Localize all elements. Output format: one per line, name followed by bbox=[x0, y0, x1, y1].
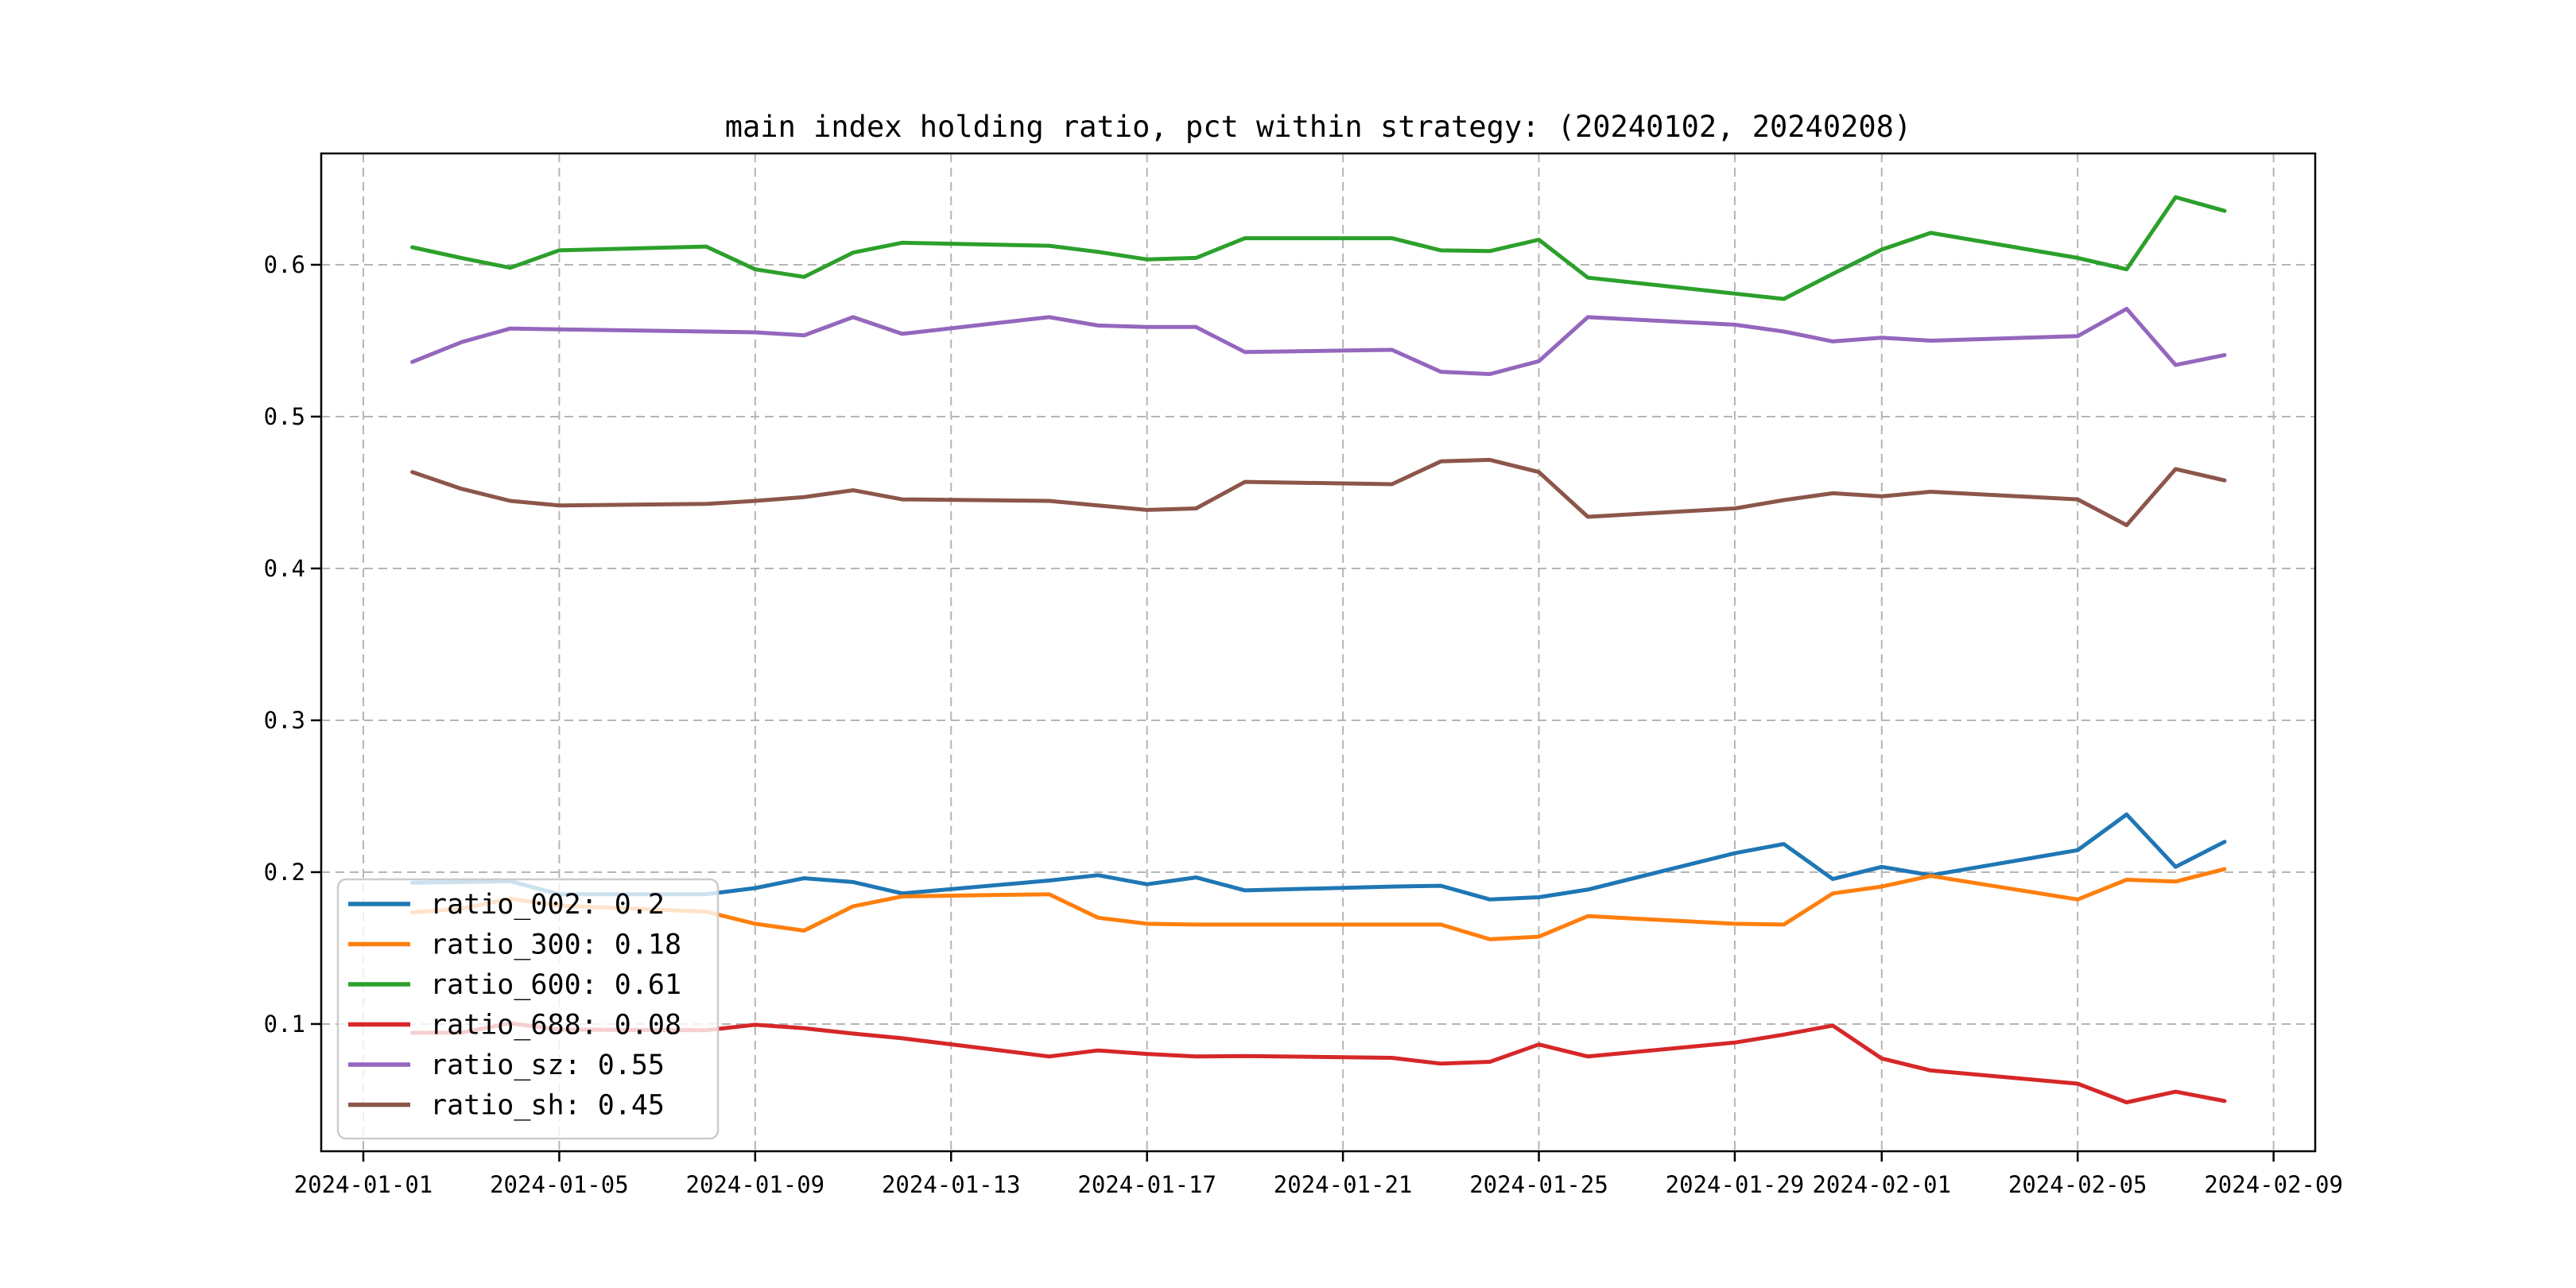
legend: ratio_002: 0.2 ratio_300: 0.18 ratio_600: … bbox=[336, 878, 720, 1140]
x-tick-label: 2024-01-17 bbox=[1077, 1171, 1216, 1198]
y-tick-label: 0.4 bbox=[264, 555, 305, 582]
legend-item-ratio_688: ratio_688: 0.08 bbox=[348, 1010, 681, 1042]
legend-item-ratio_sz: ratio_sz: 0.55 bbox=[348, 1049, 665, 1081]
x-tick-label: 2024-02-01 bbox=[1812, 1171, 1951, 1198]
legend-label-ratio_002: ratio_002: 0.2 bbox=[430, 889, 665, 921]
series-line-ratio_688 bbox=[410, 1021, 2227, 1104]
y-tick-label: 0.5 bbox=[264, 403, 305, 430]
legend-label-ratio_600: ratio_600: 0.61 bbox=[430, 969, 681, 1001]
y-tick-label: 0.1 bbox=[264, 1011, 305, 1038]
legend-label-ratio_sz: ratio_sz: 0.55 bbox=[430, 1049, 665, 1081]
legend-item-ratio_300: ratio_300: 0.18 bbox=[348, 929, 681, 961]
x-tick-label: 2024-01-09 bbox=[686, 1171, 825, 1198]
x-tick-label: 2024-01-21 bbox=[1274, 1171, 1413, 1198]
x-tick-label: 2024-01-25 bbox=[1469, 1171, 1608, 1198]
series-lines bbox=[410, 195, 2227, 1104]
chart-title: main index holding ratio, pct within str… bbox=[725, 110, 1911, 144]
x-tick-label: 2024-01-29 bbox=[1666, 1171, 1805, 1198]
legend-item-ratio_002: ratio_002: 0.2 bbox=[348, 889, 665, 921]
x-axis: 2024-01-01 2024-01-05 2024-01-09 2024-01-13… bbox=[294, 1151, 2343, 1198]
series-line-ratio_sh bbox=[410, 457, 2227, 527]
legend-item-ratio_600: ratio_600: 0.61 bbox=[348, 969, 681, 1001]
series-line-ratio_002 bbox=[410, 812, 2227, 902]
x-tick-label: 2024-01-05 bbox=[490, 1171, 629, 1198]
x-tick-label: 2024-02-05 bbox=[2008, 1171, 2147, 1198]
y-tick-label: 0.2 bbox=[264, 859, 305, 886]
y-axis: 0.1 0.2 0.3 0.4 0.5 0.6 bbox=[264, 251, 321, 1038]
grid bbox=[321, 153, 2315, 1151]
series-line-ratio_300 bbox=[410, 867, 2227, 941]
x-tick-label: 2024-01-13 bbox=[882, 1171, 1021, 1198]
legend-label-ratio_300: ratio_300: 0.18 bbox=[430, 929, 681, 961]
x-tick-label: 2024-02-09 bbox=[2204, 1171, 2343, 1198]
y-tick-label: 0.3 bbox=[264, 707, 305, 734]
series-line-ratio_600 bbox=[410, 195, 2227, 301]
legend-label-ratio_688: ratio_688: 0.08 bbox=[430, 1010, 681, 1042]
legend-item-ratio_sh: ratio_sh: 0.45 bbox=[348, 1090, 665, 1122]
series-line-ratio_sz bbox=[410, 306, 2227, 376]
x-tick-label: 2024-01-01 bbox=[294, 1171, 433, 1198]
legend-box bbox=[336, 878, 720, 1140]
y-tick-label: 0.6 bbox=[264, 251, 305, 278]
legend-label-ratio_sh: ratio_sh: 0.45 bbox=[430, 1090, 665, 1122]
plot-border bbox=[320, 152, 2317, 1153]
